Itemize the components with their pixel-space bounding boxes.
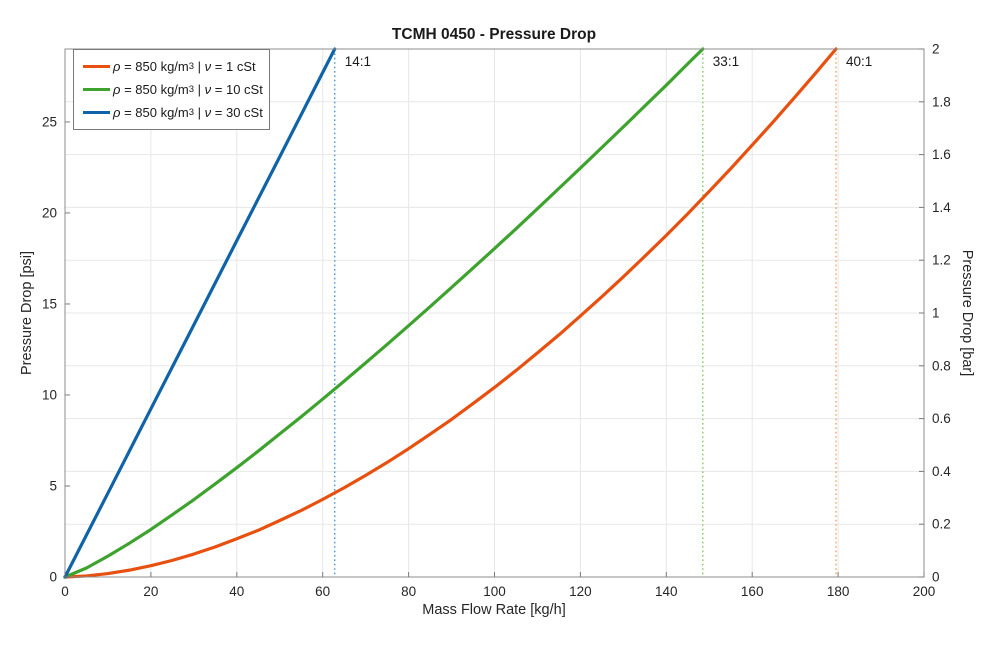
turndown-ratio-label: 14:1 [345, 54, 371, 69]
x-tick-label: 0 [61, 584, 69, 599]
legend-swatch-1cst [83, 65, 110, 68]
x-tick-label: 80 [401, 584, 416, 599]
legend-item-1cst: ρ = 850 kg/m 3 | ν = 1 cSt [74, 55, 269, 78]
y-axis-label-left: Pressure Drop [psi] [19, 250, 35, 376]
series-curve [63, 47, 337, 579]
legend-exponent: 3 [188, 106, 195, 118]
legend-exponent: 3 [188, 83, 195, 95]
y-tick-label-right: 1 [932, 306, 940, 321]
x-tick-label: 60 [315, 584, 330, 599]
y-tick-label-left: 25 [42, 114, 57, 129]
y-tick-label-right: 1.4 [932, 200, 951, 215]
legend-density-text: = 850 kg/m [120, 82, 189, 97]
turndown-ratio-label: 40:1 [846, 54, 872, 69]
legend-nu-symbol: ν [204, 59, 212, 74]
legend-viscosity-text: = 30 cSt [211, 105, 263, 120]
x-axis-label: Mass Flow Rate [kg/h] [422, 602, 566, 618]
y-tick-label-right: 0.4 [932, 464, 951, 479]
legend-exponent: 3 [188, 60, 195, 72]
y-tick-label-left: 15 [42, 296, 57, 311]
legend-swatch-10cst [83, 88, 110, 91]
legend-separator: | [194, 59, 205, 74]
x-tick-label: 180 [827, 584, 850, 599]
y-tick-label-left: 10 [42, 387, 57, 402]
x-tick-label: 40 [229, 584, 244, 599]
y-tick-label-right: 0 [932, 570, 940, 585]
x-tick-label: 140 [655, 584, 678, 599]
legend-swatch-30cst [83, 111, 110, 114]
legend-rho-symbol: ρ [113, 59, 121, 74]
y-tick-label-left: 20 [42, 205, 57, 220]
chart-title: TCMH 0450 - Pressure Drop [391, 26, 597, 43]
series-curve [63, 47, 838, 579]
turndown-ratio-label: 33:1 [713, 54, 739, 69]
x-tick-label: 200 [913, 584, 936, 599]
legend-density-text: = 850 kg/m [120, 59, 189, 74]
series-curve [63, 47, 705, 579]
y-tick-label-right: 1.2 [932, 253, 951, 268]
y-tick-label-right: 0.6 [932, 411, 951, 426]
x-tick-label: 160 [741, 584, 764, 599]
y-tick-label-left: 5 [49, 478, 57, 493]
x-tick-label: 20 [143, 584, 158, 599]
y-tick-label-right: 2 [932, 42, 940, 57]
y-tick-label-left: 0 [49, 570, 57, 585]
y-tick-label-right: 1.6 [932, 147, 951, 162]
legend: ρ = 850 kg/m 3 | ν = 1 cSt ρ = 850 kg/m 3 … [73, 49, 270, 130]
legend-viscosity-text: = 10 cSt [211, 82, 263, 97]
legend-rho-symbol: ρ [113, 105, 121, 120]
x-tick-label: 100 [483, 584, 506, 599]
y-axis-label-right: Pressure Drop [bar] [959, 249, 975, 377]
legend-item-30cst: ρ = 850 kg/m 3 | ν = 30 cSt [74, 101, 269, 124]
y-tick-label-right: 1.8 [932, 94, 951, 109]
legend-separator: | [194, 105, 205, 120]
legend-viscosity-text: = 1 cSt [211, 59, 256, 74]
legend-rho-symbol: ρ [113, 82, 121, 97]
legend-density-text: = 850 kg/m [120, 105, 189, 120]
legend-item-10cst: ρ = 850 kg/m 3 | ν = 10 cSt [74, 78, 269, 101]
legend-separator: | [194, 82, 205, 97]
y-tick-label-right: 0.2 [932, 517, 951, 532]
x-tick-label: 120 [569, 584, 592, 599]
y-tick-label-right: 0.8 [932, 358, 951, 373]
legend-nu-symbol: ν [204, 82, 212, 97]
legend-nu-symbol: ν [204, 105, 212, 120]
